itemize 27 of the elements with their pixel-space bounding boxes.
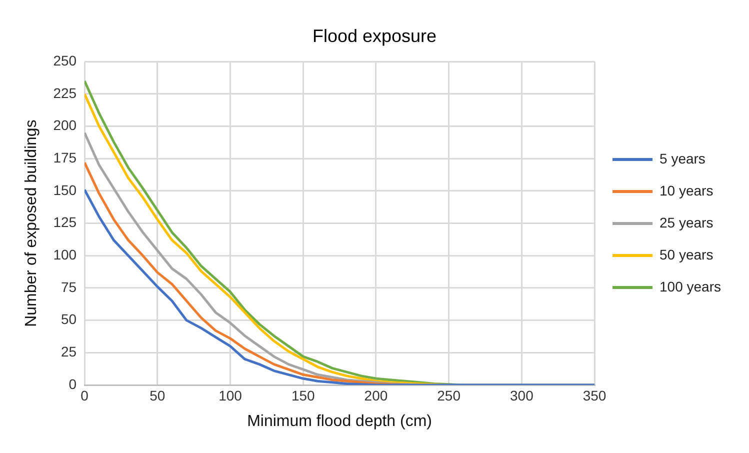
x-tick-label: 50 xyxy=(150,387,166,404)
x-axis-title: Minimum flood depth (cm) xyxy=(247,412,432,430)
legend-label: 25 years xyxy=(660,214,714,230)
legend-label: 50 years xyxy=(660,246,714,262)
y-axis-title: Number of exposed buildings xyxy=(23,120,40,327)
chart-title: Flood exposure xyxy=(312,26,437,46)
legend-label: 10 years xyxy=(660,182,714,198)
y-tick-label: 25 xyxy=(60,344,77,360)
x-tick-label: 200 xyxy=(364,387,388,404)
y-tick-label: 200 xyxy=(53,117,77,134)
y-tick-label: 125 xyxy=(53,214,77,230)
x-tick-label: 0 xyxy=(80,387,89,404)
y-tick-label: 75 xyxy=(60,278,77,295)
y-tick-label: 50 xyxy=(60,311,77,328)
legend-label: 100 years xyxy=(660,278,721,294)
x-tick-label: 350 xyxy=(582,387,606,404)
y-tick-label: 175 xyxy=(53,149,77,166)
x-tick-label: 300 xyxy=(510,387,534,404)
x-tick-label: 150 xyxy=(291,387,316,404)
y-tick-label: 250 xyxy=(53,52,77,68)
x-tick-label: 100 xyxy=(218,387,242,404)
y-tick-label: 100 xyxy=(53,246,77,262)
legend-label: 5 years xyxy=(660,150,706,166)
y-tick-label: 150 xyxy=(53,182,77,198)
x-tick-label: 250 xyxy=(437,387,461,404)
y-tick-label: 0 xyxy=(68,376,77,392)
y-tick-label: 225 xyxy=(53,84,77,101)
